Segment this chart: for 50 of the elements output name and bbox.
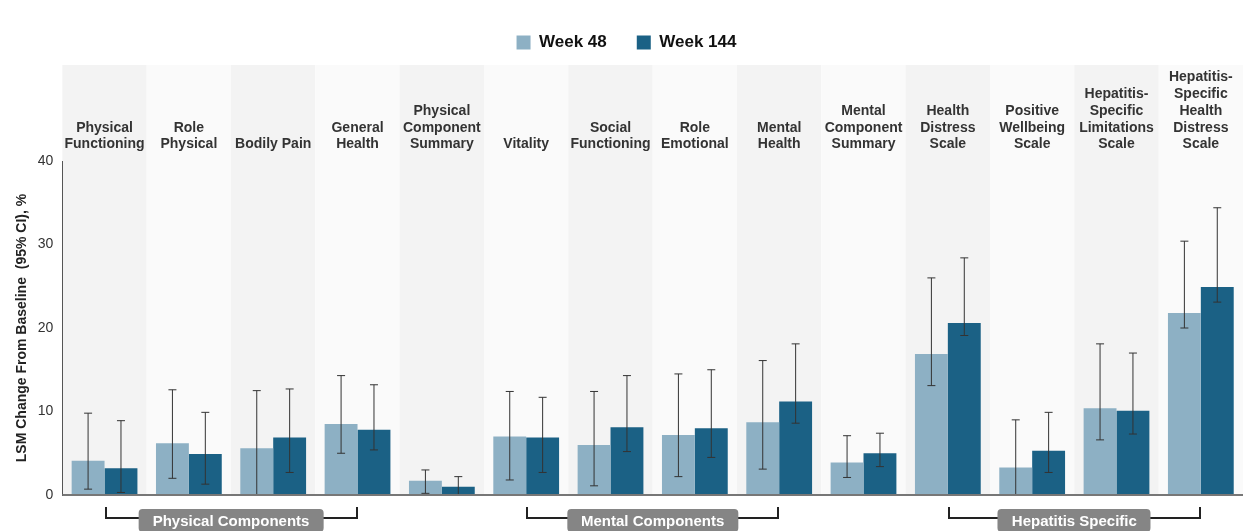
bar	[324, 424, 358, 495]
y-tick-label: 30	[37, 235, 54, 252]
y-axis-title: LSM Change From Baseline (95% CI), %	[13, 193, 30, 463]
x-tick-label: Social Functioning	[570, 118, 651, 152]
bar	[577, 444, 611, 495]
bar	[746, 422, 780, 495]
bar	[863, 453, 897, 495]
bar	[526, 437, 560, 495]
legend-label: Week 144	[659, 32, 738, 52]
y-tick-label: 0	[45, 485, 54, 502]
bar	[779, 401, 813, 495]
bar	[914, 353, 948, 495]
text: Hepatitis Specific	[997, 509, 1151, 531]
x-tick-label: Physical Component Summary	[402, 101, 482, 152]
x-tick-label: Role Physical	[160, 118, 218, 152]
bar	[155, 443, 189, 495]
x-tick-label: Hepatitis-Specific Health Distress Scale	[1168, 68, 1234, 152]
bar	[1116, 410, 1150, 495]
bar	[357, 429, 391, 495]
bar	[188, 454, 222, 495]
bar	[830, 462, 864, 495]
bar	[661, 434, 695, 495]
x-tick-label: Bodily Pain	[235, 135, 312, 152]
bar	[1167, 312, 1201, 495]
bar	[610, 427, 644, 495]
x-tick-label: Role Emotional	[661, 118, 729, 152]
bar	[71, 460, 105, 495]
bar	[999, 467, 1033, 495]
y-tick-label: 10	[37, 402, 54, 419]
bar	[1200, 287, 1234, 495]
bar	[1083, 408, 1117, 495]
bar	[947, 322, 981, 495]
x-tick-label: Mental Health	[757, 118, 802, 152]
text: Mental Components	[567, 509, 739, 531]
y-tick-label: 40	[37, 151, 54, 168]
bar	[694, 428, 728, 495]
x-tick-label: General Health	[331, 118, 384, 152]
bar	[240, 448, 274, 495]
legend-label: Week 48	[539, 32, 607, 52]
x-tick-label: Mental Component Summary	[824, 101, 903, 152]
x-tick-label: Hepatitis-Specific Limitations Scale	[1079, 85, 1155, 152]
x-tick-label: Positive Wellbeing Scale	[999, 101, 1066, 152]
x-tick-label: Physical Functioning	[64, 118, 145, 152]
bar	[493, 436, 527, 495]
x-tick-label: Vitality	[503, 135, 550, 152]
bar	[273, 437, 307, 495]
text: Physical Components	[138, 509, 324, 531]
y-tick-label: 20	[37, 318, 54, 335]
bar	[1032, 450, 1066, 495]
x-tick-label: Health Distress Scale	[920, 101, 976, 152]
